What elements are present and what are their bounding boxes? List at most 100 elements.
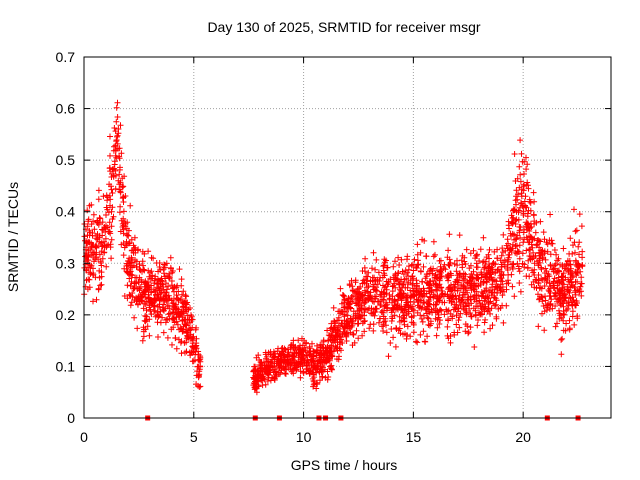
data-point bbox=[433, 301, 440, 308]
data-point bbox=[521, 171, 527, 177]
grid bbox=[84, 57, 611, 418]
data-point bbox=[380, 297, 387, 304]
data-point bbox=[111, 125, 118, 131]
data-point bbox=[322, 374, 329, 381]
data-point bbox=[494, 255, 501, 262]
data-point bbox=[535, 323, 542, 330]
data-point bbox=[445, 293, 452, 300]
data-point bbox=[578, 274, 585, 281]
data-point bbox=[420, 263, 427, 270]
data-point bbox=[185, 327, 192, 334]
data-point bbox=[552, 261, 559, 267]
data-point bbox=[106, 219, 113, 226]
data-point bbox=[413, 265, 420, 271]
data-point bbox=[482, 316, 489, 323]
data-point bbox=[530, 189, 537, 196]
data-point bbox=[413, 263, 419, 270]
data-point bbox=[395, 269, 402, 276]
data-point bbox=[569, 294, 576, 301]
data-point bbox=[405, 308, 412, 315]
data-point bbox=[383, 278, 390, 285]
data-point bbox=[498, 261, 505, 268]
data-point bbox=[568, 265, 574, 272]
data-point bbox=[445, 247, 452, 254]
data-point bbox=[448, 282, 454, 289]
data-point bbox=[164, 334, 171, 341]
data-point bbox=[85, 247, 92, 254]
data-point bbox=[433, 295, 440, 302]
data-point bbox=[117, 122, 124, 129]
data-point bbox=[481, 329, 488, 336]
data-point bbox=[410, 307, 417, 314]
data-point bbox=[478, 271, 485, 278]
data-point bbox=[534, 241, 541, 248]
data-point bbox=[134, 247, 141, 254]
data-point bbox=[556, 310, 563, 317]
data-point bbox=[270, 363, 277, 370]
data-point bbox=[181, 310, 187, 317]
data-point bbox=[354, 320, 361, 327]
data-point bbox=[517, 204, 523, 211]
data-point bbox=[419, 278, 425, 285]
data-point bbox=[556, 288, 563, 295]
data-point bbox=[382, 318, 389, 325]
data-point bbox=[364, 288, 371, 295]
data-point bbox=[295, 350, 302, 357]
data-point bbox=[533, 219, 540, 226]
data-point bbox=[400, 271, 407, 278]
data-point bbox=[568, 278, 575, 285]
data-point bbox=[401, 305, 408, 312]
data-point bbox=[115, 177, 122, 184]
data-point bbox=[116, 171, 123, 178]
data-point bbox=[477, 310, 484, 317]
data-point bbox=[407, 298, 414, 305]
data-point bbox=[517, 288, 524, 295]
data-point bbox=[261, 376, 268, 383]
data-point bbox=[117, 189, 124, 196]
data-point bbox=[398, 256, 405, 263]
data-point bbox=[413, 283, 420, 290]
data-point bbox=[90, 298, 96, 305]
data-point bbox=[426, 288, 433, 295]
data-point bbox=[317, 341, 324, 348]
data-point bbox=[126, 240, 133, 246]
data-point bbox=[91, 226, 98, 233]
data-point bbox=[498, 286, 505, 293]
data-point bbox=[404, 302, 411, 309]
data-point bbox=[505, 254, 512, 261]
data-point bbox=[489, 289, 496, 296]
data-point bbox=[521, 181, 528, 188]
data-point bbox=[404, 295, 411, 302]
data-point bbox=[516, 242, 523, 249]
data-point bbox=[486, 263, 493, 270]
data-point bbox=[317, 377, 323, 384]
data-point bbox=[401, 318, 408, 325]
data-point bbox=[439, 299, 446, 306]
data-point bbox=[173, 314, 180, 321]
data-point bbox=[102, 235, 109, 242]
data-point bbox=[493, 315, 500, 322]
data-point bbox=[547, 211, 554, 218]
data-point bbox=[514, 232, 521, 239]
data-point bbox=[504, 236, 511, 243]
data-point bbox=[127, 282, 134, 289]
data-point bbox=[550, 284, 557, 291]
data-point bbox=[362, 255, 369, 262]
data-point bbox=[343, 338, 350, 344]
data-point bbox=[144, 323, 151, 330]
data-point bbox=[578, 292, 585, 299]
data-point bbox=[316, 369, 323, 376]
data-point bbox=[403, 311, 410, 318]
data-point bbox=[252, 363, 259, 370]
data-point bbox=[373, 256, 380, 263]
data-point bbox=[571, 206, 577, 213]
data-point bbox=[112, 185, 119, 192]
data-point bbox=[85, 276, 92, 283]
data-point bbox=[515, 209, 522, 216]
data-point bbox=[391, 296, 398, 303]
data-point bbox=[467, 324, 474, 331]
data-point bbox=[251, 384, 258, 391]
data-point bbox=[404, 332, 410, 338]
y-tick-label: 0.3 bbox=[56, 255, 76, 271]
data-point bbox=[176, 266, 183, 273]
